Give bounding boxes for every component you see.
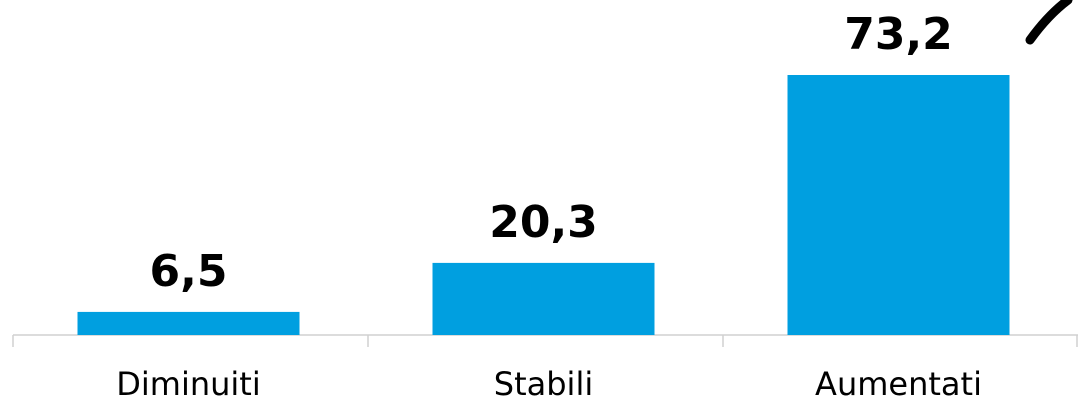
x-tick-label: Aumentati xyxy=(815,365,982,401)
value-label: 6,5 xyxy=(150,246,228,297)
bar xyxy=(77,311,300,335)
bar xyxy=(432,262,655,335)
decoration xyxy=(1025,0,1073,45)
value-label: 20,3 xyxy=(489,197,598,248)
bar xyxy=(787,75,1010,335)
x-tick-label: Stabili xyxy=(494,365,593,401)
x-tick-label: Diminuiti xyxy=(116,365,260,401)
value-label: 73,2 xyxy=(844,9,953,60)
